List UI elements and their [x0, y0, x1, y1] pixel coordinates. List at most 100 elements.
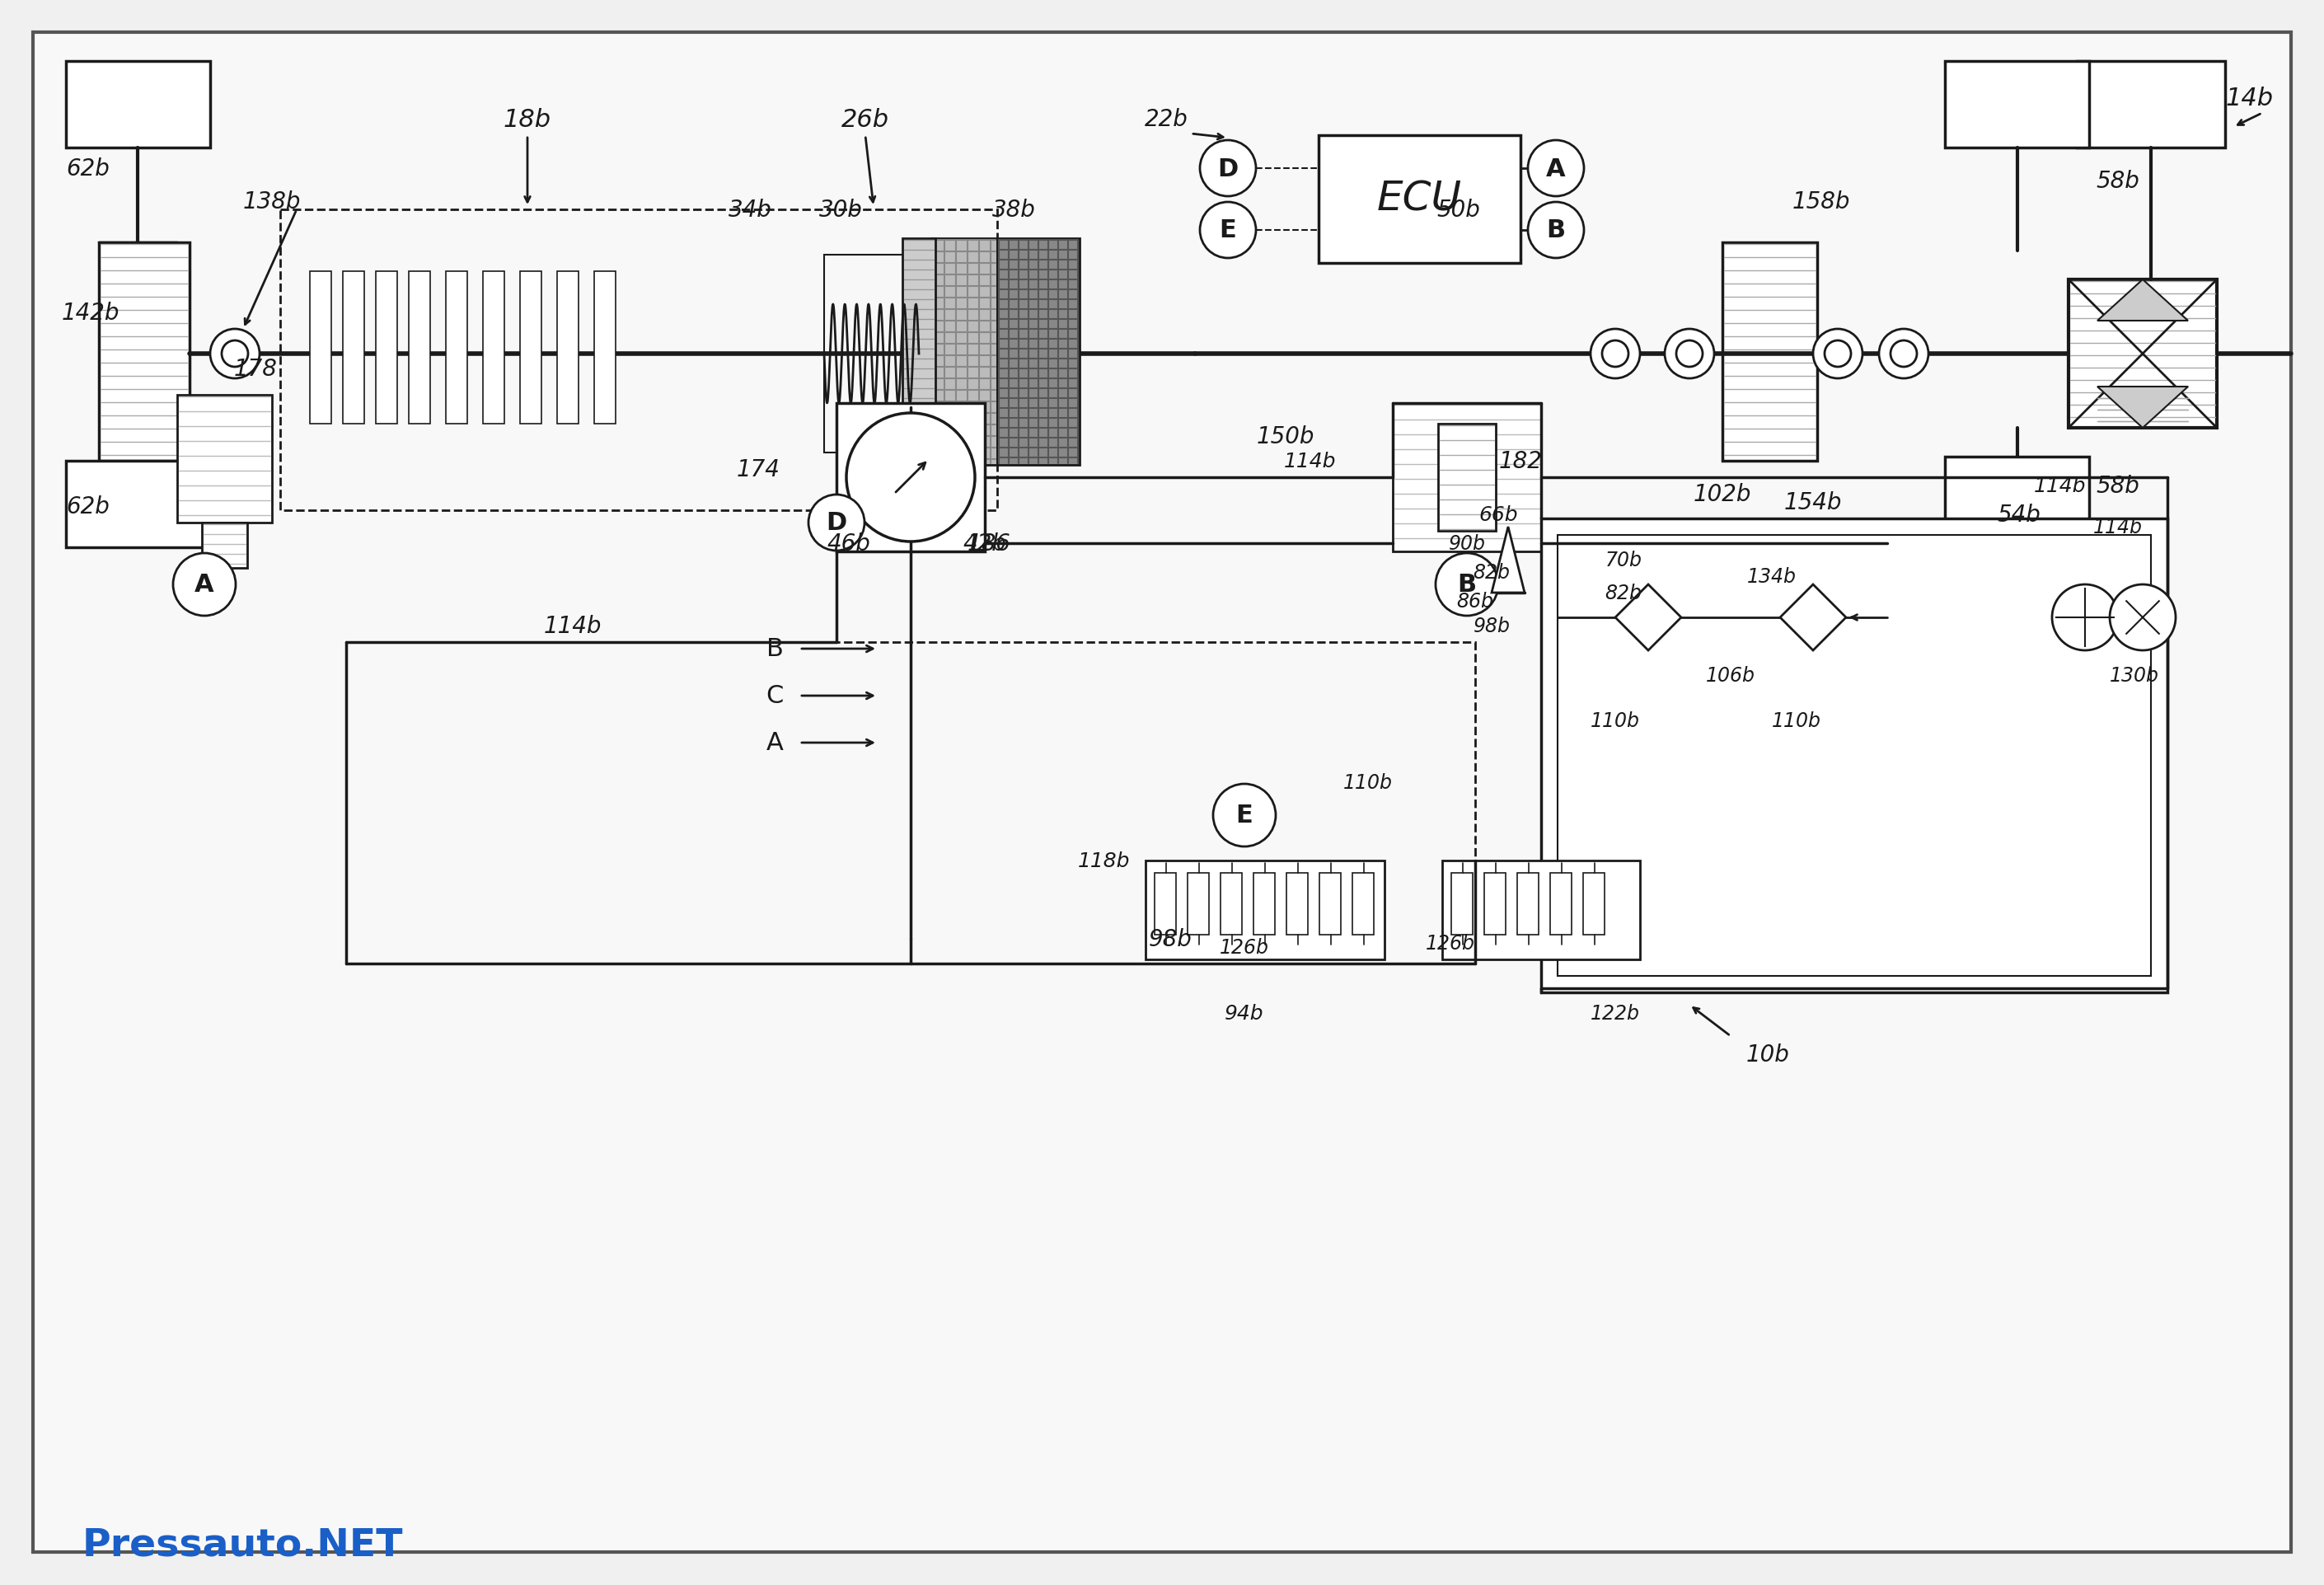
Text: B: B	[1457, 572, 1476, 598]
Bar	[177, 395, 272, 523]
Circle shape	[1664, 330, 1715, 379]
Text: 122b: 122b	[1590, 1003, 1641, 1024]
Text: 70b: 70b	[1606, 550, 1643, 571]
Text: A: A	[1545, 157, 1566, 181]
Text: 62b: 62b	[65, 495, 109, 518]
Circle shape	[1813, 330, 1862, 379]
Text: 114b: 114b	[1285, 452, 1336, 471]
Text: 126b: 126b	[1425, 934, 1476, 953]
Text: 10b: 10b	[1745, 1043, 1789, 1067]
Text: 46b: 46b	[827, 533, 872, 555]
Text: 66b: 66b	[1478, 506, 1518, 525]
Text: 110b: 110b	[1590, 712, 1641, 731]
Text: 118b: 118b	[1078, 851, 1129, 870]
Text: 182: 182	[1499, 450, 1543, 472]
Bar	[558, 273, 579, 425]
Bar	[1583, 873, 1604, 935]
Bar	[202, 523, 246, 569]
Bar	[65, 461, 209, 548]
Bar	[595, 273, 616, 425]
Text: E: E	[1220, 219, 1236, 243]
Bar	[1541, 518, 2168, 992]
Text: 26b: 26b	[841, 108, 890, 132]
Bar	[899, 445, 913, 477]
Circle shape	[1527, 141, 1585, 197]
Circle shape	[1436, 553, 1499, 617]
Polygon shape	[2096, 281, 2187, 322]
Text: B: B	[1545, 219, 1566, 243]
Text: 186: 186	[967, 533, 1011, 555]
Bar	[1220, 873, 1241, 935]
Text: 34b: 34b	[727, 198, 772, 222]
Text: 114b: 114b	[544, 615, 602, 637]
Text: 98b: 98b	[1473, 617, 1511, 636]
Bar	[878, 445, 892, 477]
Circle shape	[1199, 203, 1255, 258]
Text: 138b: 138b	[244, 190, 302, 214]
Bar	[1439, 425, 1497, 531]
Bar	[344, 273, 365, 425]
Bar	[1518, 873, 1538, 935]
Bar	[1287, 873, 1308, 935]
Text: 54b: 54b	[1996, 504, 2040, 526]
Text: 58b: 58b	[2096, 474, 2140, 498]
Polygon shape	[1615, 585, 1680, 651]
Text: 90b: 90b	[1448, 534, 1485, 553]
Bar	[1253, 873, 1276, 935]
Bar	[1450, 873, 1473, 935]
Text: 22b: 22b	[1143, 108, 1188, 132]
Bar	[1320, 873, 1341, 935]
Bar	[939, 445, 955, 477]
Bar	[409, 273, 430, 425]
Bar	[837, 404, 985, 552]
Bar	[825, 255, 918, 453]
Bar	[918, 445, 934, 477]
Circle shape	[809, 495, 865, 552]
Bar	[1318, 136, 1520, 263]
Text: 106b: 106b	[1706, 666, 1755, 685]
Circle shape	[1601, 341, 1629, 368]
Text: 110b: 110b	[1771, 712, 1822, 731]
Text: B: B	[767, 637, 783, 661]
Bar	[376, 273, 397, 425]
Circle shape	[1824, 341, 1850, 368]
Bar	[1392, 404, 1541, 552]
Bar	[521, 273, 541, 425]
Text: 130b: 130b	[2110, 666, 2159, 685]
Text: A: A	[195, 572, 214, 598]
Bar	[1557, 536, 2152, 976]
Bar	[902, 239, 934, 466]
Circle shape	[1590, 330, 1641, 379]
Text: 142b: 142b	[63, 301, 121, 325]
Circle shape	[2110, 585, 2175, 651]
Circle shape	[846, 414, 976, 542]
Text: 42b: 42b	[962, 533, 1006, 555]
Bar	[1550, 873, 1571, 935]
Bar	[100, 243, 191, 461]
Text: A: A	[767, 731, 783, 754]
Bar	[1188, 873, 1208, 935]
Text: 178: 178	[235, 358, 277, 380]
Text: 86b: 86b	[1457, 591, 1494, 612]
Text: 114b: 114b	[2034, 476, 2087, 496]
Bar	[1155, 873, 1176, 935]
Circle shape	[172, 553, 235, 617]
Text: 98b: 98b	[1148, 927, 1192, 951]
Text: 94b: 94b	[1225, 1003, 1264, 1024]
Bar	[1485, 873, 1506, 935]
Circle shape	[2052, 585, 2117, 651]
Bar	[346, 642, 1476, 964]
Text: E: E	[1236, 804, 1253, 827]
Bar	[869, 436, 960, 490]
Text: Pressauto.NET: Pressauto.NET	[81, 1526, 404, 1563]
Text: ECU: ECU	[1376, 179, 1462, 219]
Text: 50b: 50b	[1436, 198, 1480, 222]
Text: 82b: 82b	[1473, 563, 1511, 582]
Text: C: C	[767, 685, 783, 708]
Bar	[446, 273, 467, 425]
Circle shape	[1676, 341, 1703, 368]
Text: 38b: 38b	[992, 198, 1037, 222]
Bar	[1443, 861, 1641, 961]
Bar	[1722, 243, 1817, 461]
Text: 174: 174	[737, 458, 781, 482]
